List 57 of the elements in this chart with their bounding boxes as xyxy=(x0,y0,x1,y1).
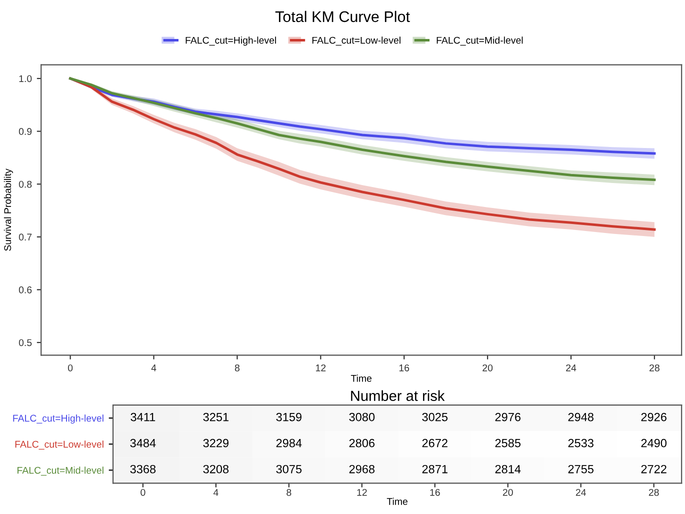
x-tick-label: 28 xyxy=(650,364,660,372)
data-label: 3208 xyxy=(203,464,229,474)
data-label: 2672 xyxy=(422,438,448,448)
y-tick-label: FALC_cut=Mid-level xyxy=(18,466,104,476)
y-axis-title: Survival Probability xyxy=(4,168,14,251)
x-tick-label: 12 xyxy=(357,488,367,496)
x-axis-title: Time xyxy=(386,498,408,505)
x-tick-label: 0 xyxy=(140,488,146,496)
y-tick-label: 1.0 xyxy=(19,75,32,82)
chart-title: Number at risk xyxy=(351,390,445,402)
y-tick-label: FALC_cut=High-level xyxy=(13,414,104,424)
data-label: 3411 xyxy=(130,412,156,422)
x-tick-label: 8 xyxy=(286,488,292,496)
x-tick-label: 20 xyxy=(482,364,493,372)
data-label: 2871 xyxy=(422,464,448,474)
data-label: 2814 xyxy=(495,464,521,474)
x-tick-label: 24 xyxy=(576,488,586,496)
y-tick-label: 0.8 xyxy=(18,180,32,188)
data-label: 3080 xyxy=(349,412,375,422)
legend-label: FALC_cut=Low-level xyxy=(312,36,400,46)
data-label: 2984 xyxy=(276,438,302,448)
y-tick-label: 0.9 xyxy=(18,128,32,135)
x-tick-label: 28 xyxy=(648,488,659,496)
y-tick-label: 0.6 xyxy=(18,286,32,294)
x-tick-label: 20 xyxy=(502,488,513,496)
data-label: 3368 xyxy=(130,464,156,474)
x-tick-label: 8 xyxy=(234,364,240,372)
data-label: 2755 xyxy=(568,464,594,474)
data-label: 3251 xyxy=(203,412,228,422)
y-tick-label: 0.7 xyxy=(18,234,32,241)
x-tick-label: 4 xyxy=(213,489,218,496)
x-tick-label: 16 xyxy=(399,364,410,372)
data-label: 2968 xyxy=(349,464,375,474)
data-label: 2926 xyxy=(641,412,666,422)
data-label: 2533 xyxy=(568,438,594,448)
x-tick-label: 16 xyxy=(430,488,440,496)
chart-title: Total KM Curve Plot xyxy=(275,10,410,22)
x-tick-label: 12 xyxy=(316,364,326,372)
data-label: 3075 xyxy=(276,464,302,474)
x-tick-label: 24 xyxy=(566,364,576,372)
y-tick-label: 0.5 xyxy=(18,339,32,346)
legend-label: FALC_cut=High-level xyxy=(186,36,276,46)
y-tick-label: FALC_cut=Low-level xyxy=(15,440,104,450)
data-label: 3025 xyxy=(422,412,448,422)
data-label: 3159 xyxy=(276,412,302,422)
x-axis-title: Time xyxy=(350,374,372,382)
x-tick-label: 4 xyxy=(151,364,156,372)
data-label: 2976 xyxy=(495,412,520,422)
data-label: 2585 xyxy=(495,438,521,448)
data-label: 2722 xyxy=(641,464,666,474)
data-label: 3484 xyxy=(130,438,156,448)
data-label: 2490 xyxy=(641,438,667,448)
data-label: 2806 xyxy=(349,438,375,448)
x-tick-label: 0 xyxy=(68,364,73,372)
data-label: 3229 xyxy=(203,438,229,448)
legend-label: FALC_cut=Mid-level xyxy=(436,36,523,46)
data-label: 2948 xyxy=(568,412,594,422)
